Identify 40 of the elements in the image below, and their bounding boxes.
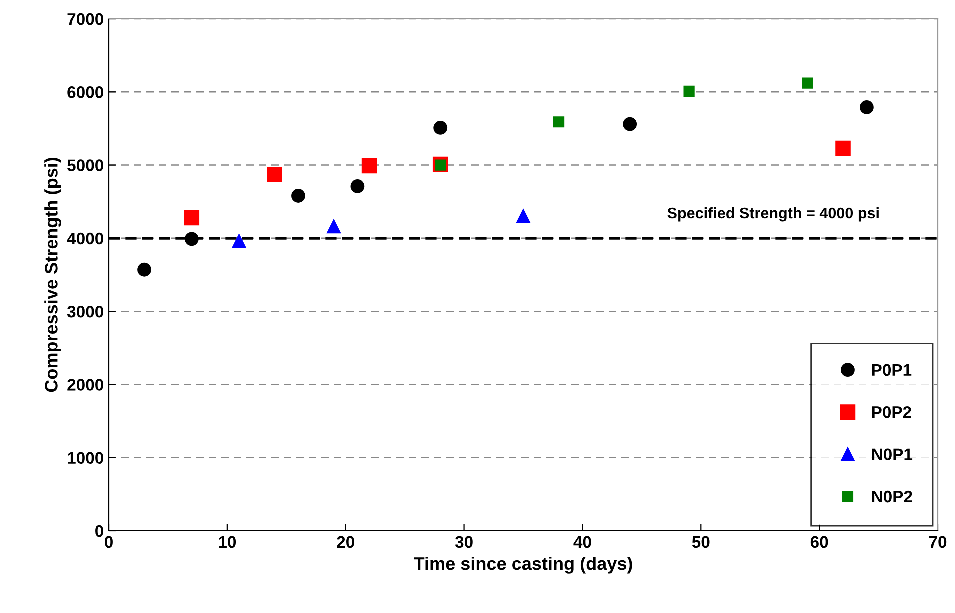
point <box>434 121 448 135</box>
point <box>362 158 378 174</box>
x-tick-label: 50 <box>692 536 710 548</box>
x-tick-label: 20 <box>337 536 354 548</box>
x-tick-label: 10 <box>219 536 236 548</box>
y-tick-label: 3000 <box>67 306 104 318</box>
ref-line-label: Specified Strength = 4000 psi <box>668 207 879 222</box>
x-tick-label: 0 <box>105 536 113 548</box>
legend-label: P0P1 <box>872 364 912 376</box>
legend-label: P0P2 <box>872 406 912 418</box>
y-tick-label: 1000 <box>68 452 104 464</box>
point <box>684 86 695 97</box>
x-tick-label: 40 <box>574 536 592 548</box>
point <box>516 210 530 224</box>
y-tick-label: 5000 <box>68 160 104 172</box>
point <box>623 117 638 132</box>
x-axis-title: Time since casting (days) <box>414 556 632 574</box>
x-tick-label: 30 <box>455 536 473 548</box>
point <box>860 100 874 114</box>
point <box>350 180 365 194</box>
point <box>553 116 565 128</box>
x-tick-label: 60 <box>810 536 828 548</box>
point <box>267 167 282 182</box>
x-tick-label: 70 <box>929 536 947 548</box>
y-tick-label: 2000 <box>68 379 104 391</box>
legend-label: N0P1 <box>872 448 913 461</box>
y-tick-label: 7000 <box>68 13 104 26</box>
point <box>232 234 246 248</box>
legend-label: N0P2 <box>872 490 912 503</box>
point <box>184 210 200 226</box>
point <box>184 232 199 246</box>
point <box>292 189 306 203</box>
point <box>138 262 152 277</box>
point <box>802 78 814 89</box>
point <box>327 220 341 234</box>
y-tick-label: 6000 <box>68 86 104 98</box>
point <box>836 140 851 156</box>
y-tick-label: 0 <box>96 525 104 538</box>
y-axis-title: Compressive Strength (psi) <box>44 158 62 392</box>
y-tick-label: 4000 <box>67 232 104 245</box>
